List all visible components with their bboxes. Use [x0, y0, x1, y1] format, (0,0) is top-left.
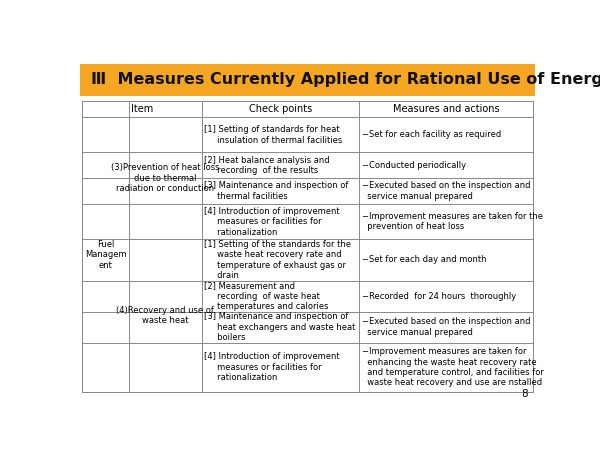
Text: −Set for each day and month: −Set for each day and month [362, 255, 487, 264]
Text: −Improvement measures are taken for the
  prevention of heat loss: −Improvement measures are taken for the … [362, 212, 543, 231]
Text: Ⅲ  Measures Currently Applied for Rational Use of Energy（2）: Ⅲ Measures Currently Applied for Rationa… [91, 72, 600, 87]
Text: −Improvement measures are taken for
  enhancing the waste heat recovery rate
  a: −Improvement measures are taken for enha… [362, 347, 544, 387]
Text: [1] Setting of standards for heat
     insulation of thermal facilities: [1] Setting of standards for heat insula… [204, 125, 343, 144]
Text: Fuel
Managem
ent: Fuel Managem ent [85, 240, 127, 270]
Text: (4)Recovery and use of
waste heat: (4)Recovery and use of waste heat [116, 306, 214, 325]
Text: [4] Introduction of improvement
     measures or facilities for
     rationaliza: [4] Introduction of improvement measures… [204, 352, 340, 382]
FancyBboxPatch shape [82, 101, 533, 392]
Text: Check points: Check points [249, 104, 312, 114]
Text: [2] Measurement and
     recording  of waste heat
     temperatures and calories: [2] Measurement and recording of waste h… [204, 281, 329, 311]
Text: [1] Setting of the standards for the
     waste heat recovery rate and
     temp: [1] Setting of the standards for the was… [204, 240, 351, 280]
Text: Measures and actions: Measures and actions [393, 104, 500, 114]
Text: [3] Maintenance and inspection of
     thermal facilities: [3] Maintenance and inspection of therma… [204, 181, 349, 201]
Text: 8: 8 [522, 389, 529, 399]
Text: [2] Heat balance analysis and
     recording  of the results: [2] Heat balance analysis and recording … [204, 156, 330, 175]
Text: (3)Prevention of heat loss
due to thermal
radiation or conduction: (3)Prevention of heat loss due to therma… [111, 163, 220, 193]
Text: −Executed based on the inspection and
  service manual prepared: −Executed based on the inspection and se… [362, 181, 530, 201]
Text: [4] Introduction of improvement
     measures or facilities for
     rationaliza: [4] Introduction of improvement measures… [204, 207, 340, 237]
Text: Item: Item [131, 104, 153, 114]
Text: −Recorded  for 24 hours  thoroughly: −Recorded for 24 hours thoroughly [362, 292, 517, 301]
Text: −Conducted periodically: −Conducted periodically [362, 161, 466, 170]
Text: −Executed based on the inspection and
  service manual prepared: −Executed based on the inspection and se… [362, 317, 530, 337]
FancyBboxPatch shape [80, 64, 535, 95]
Text: −Set for each facility as required: −Set for each facility as required [362, 130, 502, 140]
Text: [3] Maintenance and inspection of
     heat exchangers and waste heat
     boile: [3] Maintenance and inspection of heat e… [204, 312, 356, 342]
